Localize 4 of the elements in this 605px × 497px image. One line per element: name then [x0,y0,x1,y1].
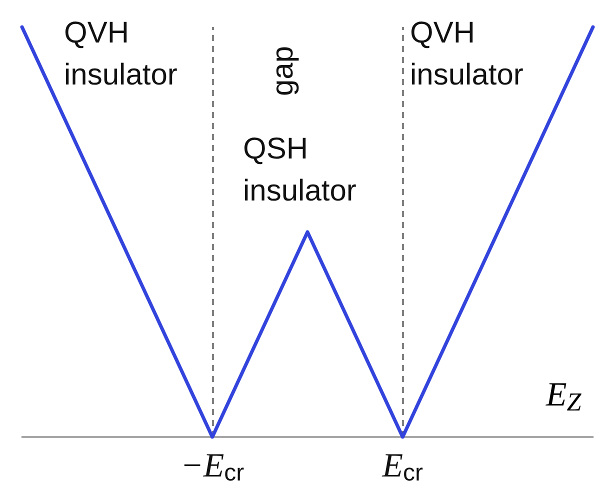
y-axis-title: gap [266,46,300,96]
annotation: QVH insulator [64,16,178,92]
annotation: QVH insulator [410,16,524,92]
annotation: QSH insulator [243,132,356,208]
